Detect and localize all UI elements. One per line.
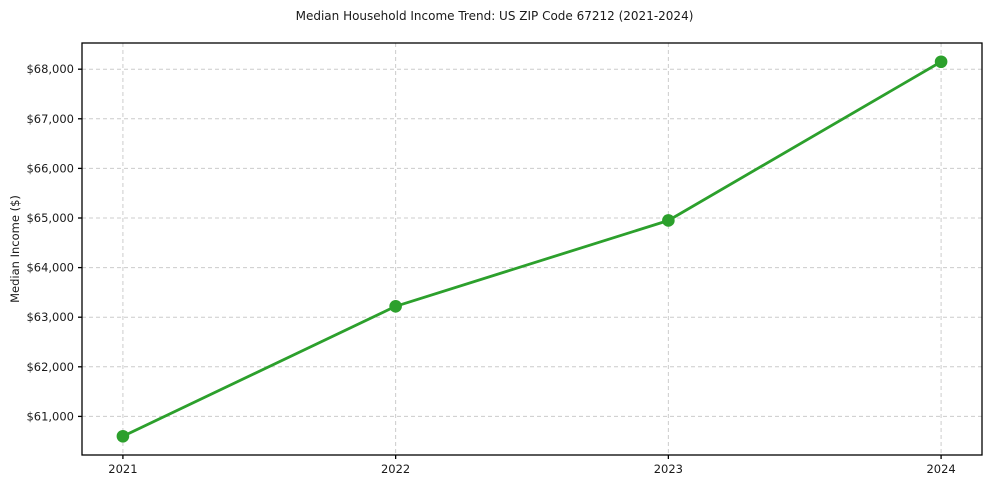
y-tick-label: $63,000: [26, 310, 74, 324]
data-point-2024: [934, 55, 948, 69]
y-tick-label: $62,000: [26, 360, 74, 374]
x-tick-label: 2023: [654, 462, 683, 476]
chart-title: Median Household Income Trend: US ZIP Co…: [295, 9, 694, 23]
y-tick-label: $64,000: [26, 261, 74, 275]
data-point-2023: [662, 214, 675, 227]
trend-line: [121, 60, 943, 438]
x-tick-label: 2022: [381, 462, 410, 476]
y-tick-label: $67,000: [26, 112, 74, 126]
plot-frame: [81, 42, 983, 456]
x-tick-label: 2021: [108, 462, 137, 476]
y-tick-label: $68,000: [26, 62, 74, 76]
data-point-2021: [116, 429, 130, 443]
y-tick-label: $66,000: [26, 161, 74, 175]
y-tick-label: $65,000: [26, 211, 74, 225]
y-tick-label: $61,000: [26, 409, 74, 423]
x-tick-label: 2024: [926, 462, 955, 476]
data-point-2022: [389, 299, 402, 313]
y-axis-label: Median Income ($): [8, 195, 22, 303]
